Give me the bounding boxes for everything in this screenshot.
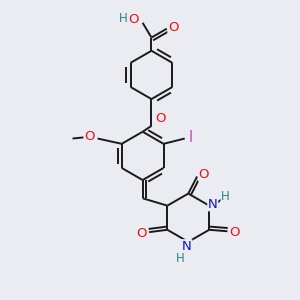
Text: N: N	[182, 240, 192, 253]
Text: O: O	[128, 14, 139, 26]
Text: I: I	[189, 130, 194, 145]
Text: O: O	[230, 226, 240, 239]
Text: O: O	[136, 227, 147, 240]
Text: H: H	[176, 252, 184, 266]
Text: O: O	[168, 21, 178, 34]
Text: O: O	[199, 168, 209, 181]
Text: H: H	[221, 190, 230, 203]
Text: H: H	[118, 12, 127, 25]
Text: O: O	[84, 130, 94, 143]
Text: O: O	[155, 112, 166, 125]
Text: N: N	[208, 198, 218, 211]
